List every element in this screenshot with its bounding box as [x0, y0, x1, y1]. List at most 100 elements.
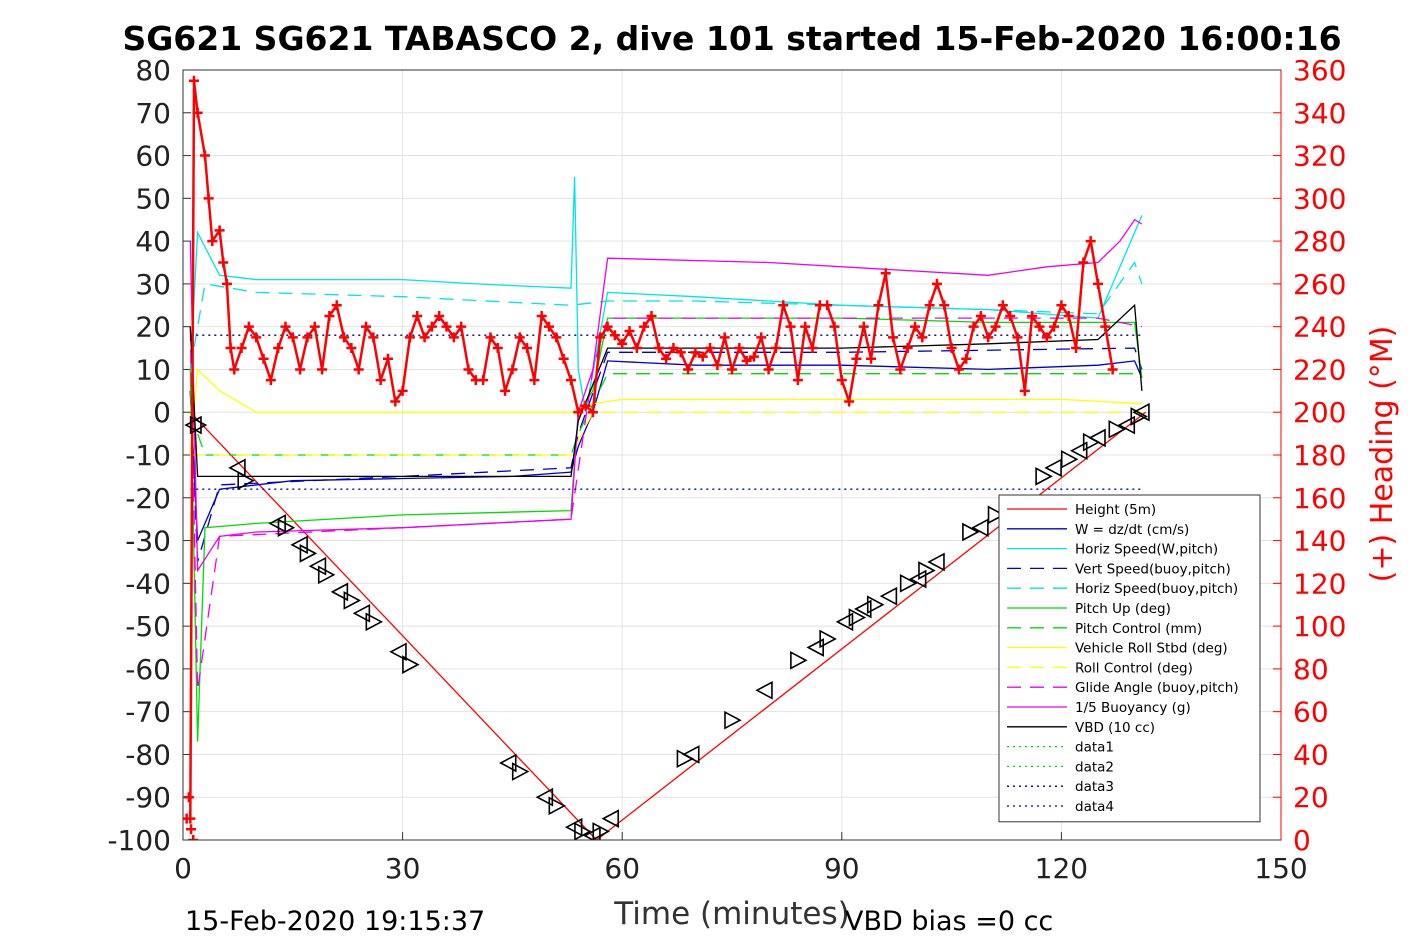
heading-point [221, 278, 232, 289]
y-tick-label-right: 340 [1293, 97, 1346, 130]
y-tick-label-left: -60 [125, 653, 171, 686]
height-marker [535, 787, 554, 807]
heading-point [880, 268, 891, 279]
legend-label-13: data2 [1075, 759, 1114, 775]
height-marker [971, 518, 989, 538]
y-tick-label-left: -80 [125, 738, 171, 771]
heading-point [1107, 364, 1118, 375]
heading-point [1078, 257, 1089, 268]
legend-label-0: Height (5m) [1075, 502, 1156, 518]
heading-point [712, 360, 723, 371]
height-marker [908, 569, 927, 589]
heading-point [683, 364, 694, 375]
heading-point [975, 310, 986, 321]
heading-point [573, 407, 584, 418]
heading-point [207, 236, 218, 247]
height-marker [1060, 449, 1079, 469]
height-marker [1088, 428, 1106, 448]
heading-point [778, 300, 789, 311]
height-marker [511, 762, 530, 781]
y-tick-label-right: 320 [1293, 140, 1346, 173]
series-line-1 [189, 360, 1143, 541]
height-marker [790, 650, 808, 670]
heading-point [727, 364, 737, 375]
legend-label-3: Vert Speed(buoy,pitch) [1075, 561, 1231, 577]
height-marker [866, 595, 885, 615]
heading-point [434, 310, 445, 321]
legend-label-5: Pitch Up (deg) [1075, 601, 1171, 617]
heading-point [646, 310, 657, 321]
footer-timestamp: 15-Feb-2020 19:15:37 [185, 906, 485, 937]
y-tick-label-right: 160 [1293, 482, 1346, 515]
heading-point [500, 385, 511, 396]
legend-label-6: Pitch Control (mm) [1075, 621, 1202, 637]
heading-point [295, 364, 306, 375]
y-tick-label-right: 60 [1293, 696, 1329, 729]
plot-area: 0 30 60 90 120 15080706050403020100-10-20-30-… [107, 54, 1346, 885]
heading-point [551, 332, 562, 343]
x-tick-label: 90 [824, 852, 860, 885]
y-tick-label-right: 100 [1293, 610, 1346, 643]
series-line-8 [190, 411, 1142, 456]
heading-point [653, 343, 664, 354]
series-line-4 [189, 261, 1143, 370]
heading-point [1027, 310, 1038, 321]
y-tick-label-left: -30 [125, 525, 171, 558]
heading-point [448, 332, 459, 343]
y-tick-label-right: 260 [1293, 268, 1346, 301]
heading-point [339, 332, 350, 343]
heading-point [485, 332, 496, 343]
heading-point [353, 364, 364, 375]
height-marker [724, 710, 742, 730]
heading-point [287, 332, 298, 343]
heading-point [836, 375, 847, 386]
heading-point [441, 321, 452, 332]
legend-box [998, 494, 1261, 823]
y-tick-label-right: 20 [1293, 781, 1329, 814]
x-tick-label: 0 [174, 852, 192, 885]
heading-point [280, 321, 291, 332]
heading-point [939, 300, 950, 311]
heading-point [192, 107, 203, 118]
series-line-9 [189, 317, 1143, 691]
heading-point [917, 332, 928, 343]
heading-point [953, 364, 964, 375]
heading-point [968, 321, 979, 332]
y-tick-label-left: 70 [135, 97, 171, 130]
heading-point [1085, 236, 1096, 247]
height-marker [277, 518, 296, 538]
heading-point [397, 385, 408, 396]
height-marker [592, 822, 610, 840]
x-tick-label: 150 [1254, 852, 1307, 885]
height-marker [682, 745, 700, 764]
heading-point [851, 353, 862, 364]
y-tick-label-right: 140 [1293, 525, 1346, 558]
y-tick-label-left: 80 [135, 54, 171, 87]
heading-point [617, 338, 628, 349]
height-marker [962, 522, 980, 542]
height-marker [835, 612, 854, 632]
heading-point [188, 835, 199, 840]
heading-point [719, 332, 730, 343]
x-tick-label: 30 [385, 852, 421, 885]
y-tick-label-right: 180 [1293, 439, 1346, 472]
heading-point [273, 343, 284, 354]
legend-label-12: data1 [1075, 740, 1114, 756]
heading-point [756, 332, 767, 343]
heading-point [514, 332, 525, 343]
heading-point [214, 225, 225, 236]
y-tick-label-left: -90 [125, 781, 171, 814]
heading-point [565, 375, 576, 386]
heading-point [390, 396, 401, 407]
height-marker [237, 471, 255, 491]
heading-point [199, 150, 210, 161]
height-marker [402, 655, 420, 674]
heading-point [910, 321, 920, 332]
heading-point [661, 353, 672, 364]
y-tick-label-left: 60 [135, 140, 171, 173]
y-tick-label-left: 0 [153, 396, 171, 429]
heading-point [858, 321, 869, 332]
height-marker [987, 505, 1006, 525]
heading-point [419, 332, 430, 343]
heading-point [961, 353, 972, 364]
